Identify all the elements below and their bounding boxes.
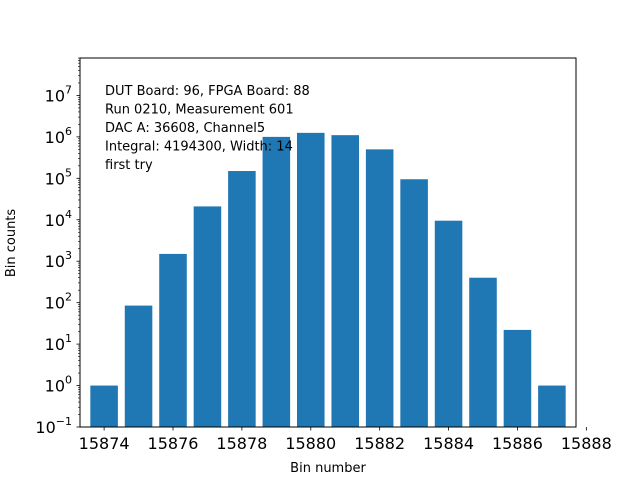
y-tick-label: 103 [45,249,72,271]
annotation-line: Run 0210, Measurement 601 [105,103,294,118]
bar [365,149,394,427]
x-tick-label: 15880 [285,434,336,453]
bar [469,277,497,427]
x-axis-label: Bin number [290,461,366,476]
x-tick-label: 15874 [79,434,130,453]
x-tick-label: 15882 [354,434,405,453]
y-tick-label: 107 [45,83,72,105]
y-axis-label: Bin counts [4,209,19,278]
bar [434,220,463,427]
x-tick-label: 15878 [216,434,267,453]
bar [159,253,187,427]
x-tick-label: 15884 [423,434,474,453]
y-tick-label: 105 [45,166,72,188]
bar-series [90,132,566,428]
y-tick-label: 10−1 [35,415,72,437]
bar [90,385,118,427]
y-tick-label: 106 [45,125,72,147]
y-tick-label: 104 [45,208,72,230]
annotation-line: DAC A: 36608, Channel5 [105,121,265,136]
bar [331,135,359,427]
plot-frame [79,57,577,428]
x-tick-label: 15886 [492,434,543,453]
bar [538,385,566,427]
bar [193,206,222,427]
annotation-block: DUT Board: 96, FPGA Board: 88 Run 0210, M… [105,84,310,173]
y-tick-label: 100 [45,374,72,396]
bar [228,171,256,427]
bar [124,305,153,427]
y-tick-label: 101 [45,332,72,354]
x-tick-label: 15876 [148,434,199,453]
bar [297,132,325,428]
bar [262,136,291,427]
y-tick-label: 102 [45,291,72,313]
bar [400,179,428,427]
annotation-line: first try [105,158,153,173]
x-tick-label: 15888 [561,434,612,453]
annotation-line: DUT Board: 96, FPGA Board: 88 [105,84,310,99]
x-axis-ticks: 15874 15876 15878 15880 15882 15884 15886 15888 [79,427,612,453]
y-axis-ticks: 10−1 100 101 102 103 104 105 106 107 [35,57,80,437]
annotation-line: Integral: 4194300, Width: 14 [105,140,293,155]
bar [503,329,532,427]
